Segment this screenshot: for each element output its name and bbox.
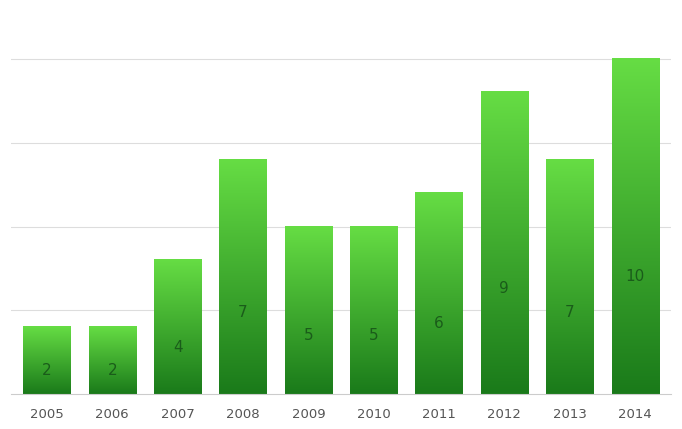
Bar <box>220 160 267 394</box>
Text: 5: 5 <box>303 328 313 343</box>
Bar <box>89 327 136 394</box>
Bar <box>154 260 201 394</box>
Text: 5: 5 <box>369 328 379 343</box>
Bar <box>350 227 397 394</box>
Bar <box>481 92 528 394</box>
Bar <box>23 327 70 394</box>
Bar <box>546 160 593 394</box>
Text: 9: 9 <box>499 281 509 296</box>
Bar <box>285 227 332 394</box>
Text: 6: 6 <box>434 316 444 331</box>
Text: 4: 4 <box>173 340 183 355</box>
Bar <box>612 59 659 394</box>
Text: 7: 7 <box>238 305 248 320</box>
Text: 7: 7 <box>565 305 574 320</box>
Text: 2: 2 <box>42 363 52 378</box>
Text: 10: 10 <box>625 269 644 284</box>
Text: 2: 2 <box>108 363 117 378</box>
Bar <box>415 193 462 394</box>
